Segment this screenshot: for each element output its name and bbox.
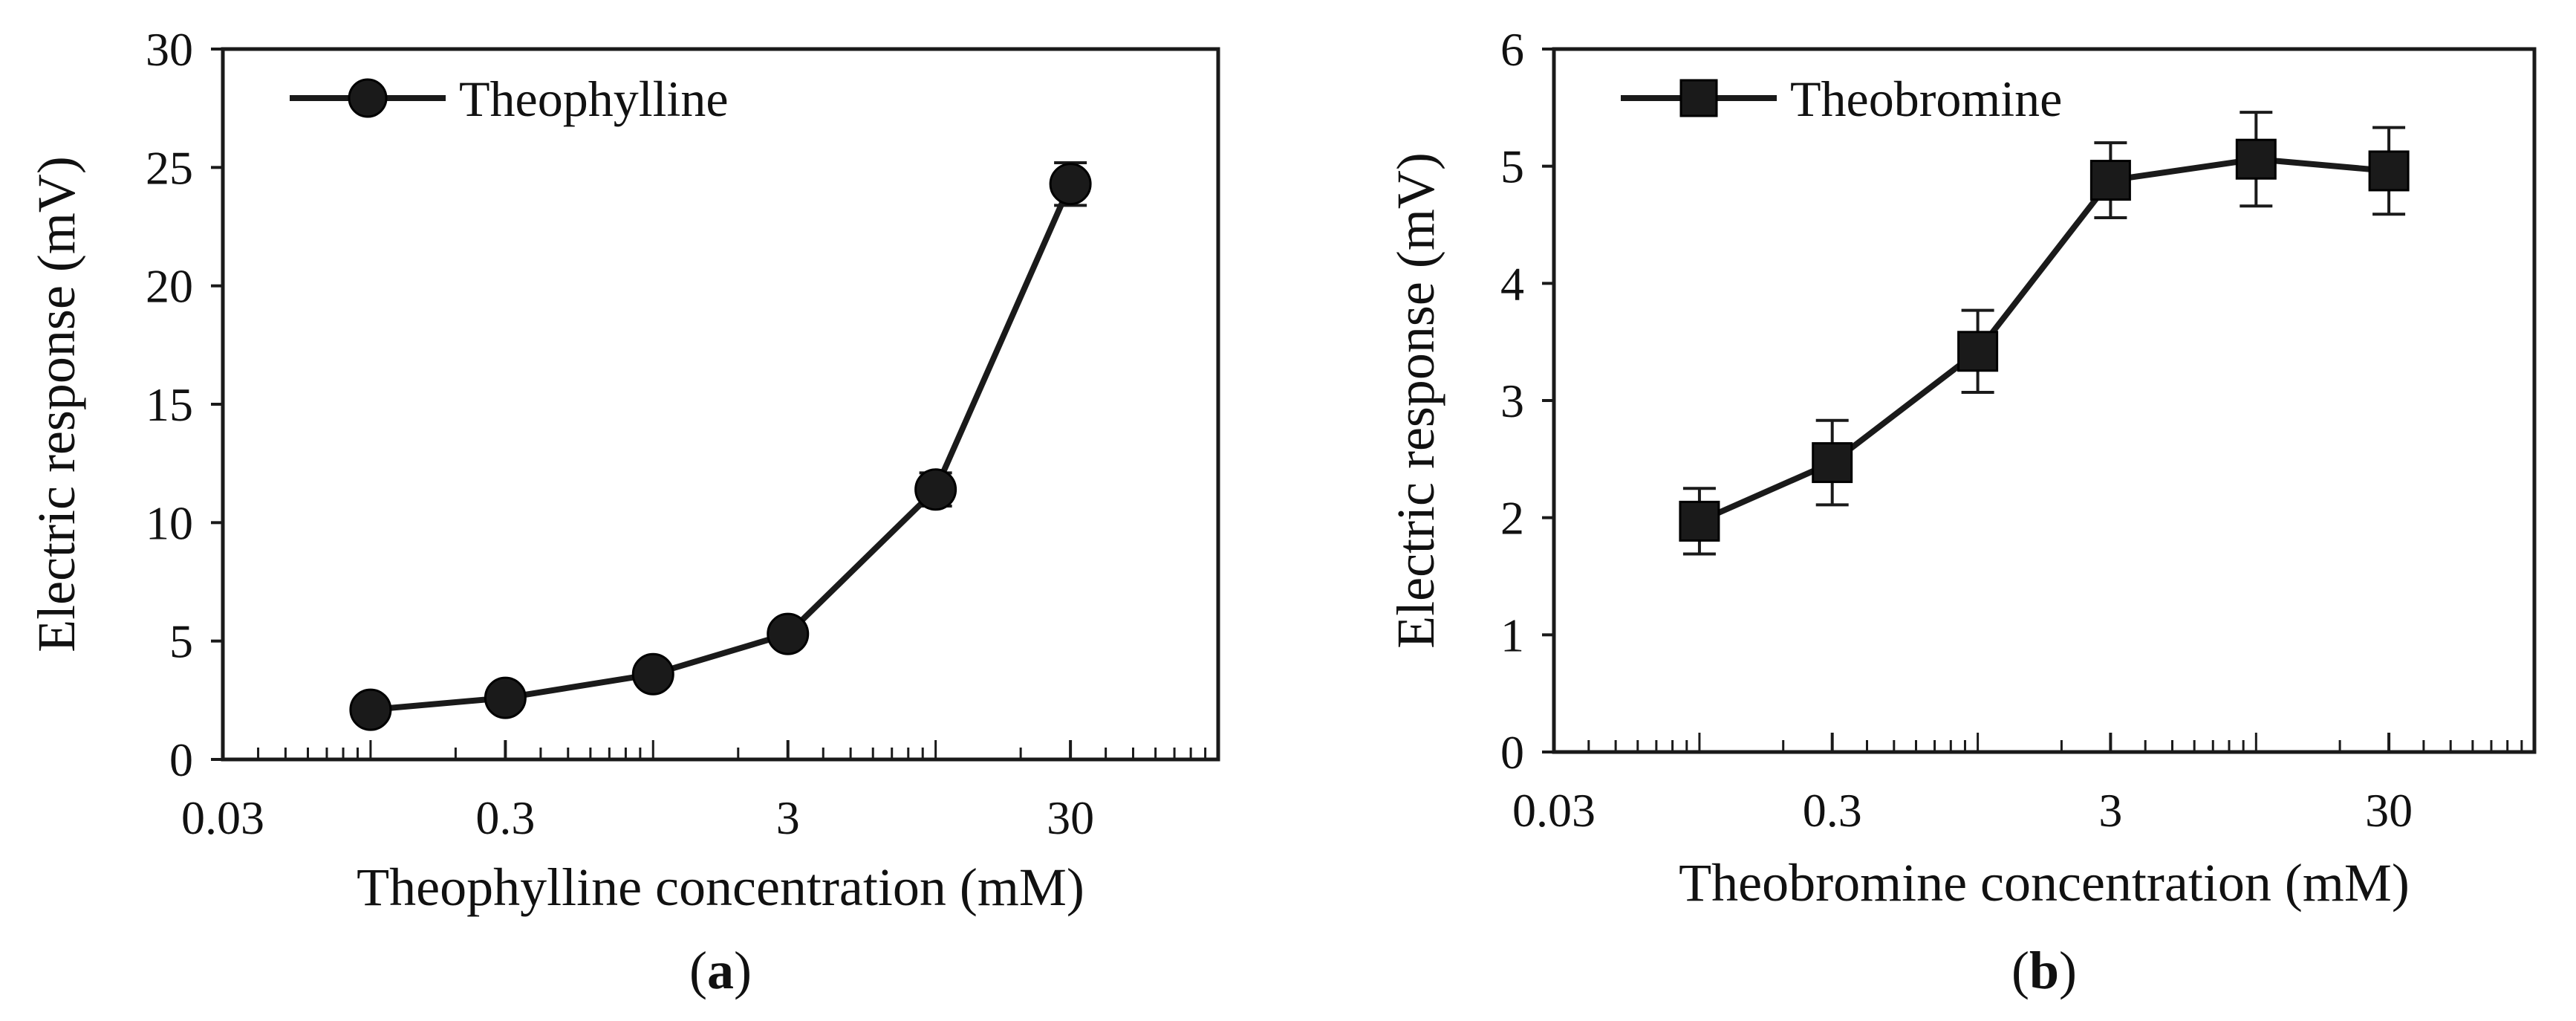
y-tick-label: 30 [146, 23, 193, 76]
x-tick-label: 3 [776, 791, 800, 844]
x-tick-label: 30 [2365, 784, 2413, 837]
data-point [631, 652, 674, 696]
y-tick-label: 4 [1500, 257, 1524, 310]
legend-marker [348, 78, 388, 118]
y-tick-label: 0 [1500, 726, 1524, 779]
y-tick-label: 10 [146, 496, 193, 549]
y-tick-label: 1 [1500, 609, 1524, 661]
x-axis-title: Theobromine concentration (mM) [1679, 853, 2410, 913]
data-point [1049, 163, 1092, 206]
series-line [370, 183, 1073, 713]
panel-label: (b) [2011, 941, 2077, 1000]
data-point [1812, 442, 1853, 484]
y-tick-label: 6 [1500, 23, 1524, 76]
x-axis-title: Theophylline concentration (mM) [357, 858, 1084, 917]
x-tick-label: 3 [2098, 784, 2122, 837]
data-point [349, 688, 392, 731]
legend-label: Theobromine [1790, 71, 2062, 127]
y-tick-label: 3 [1500, 375, 1524, 427]
x-tick-label: 0.3 [475, 791, 535, 844]
panel-label: (a) [689, 941, 752, 1000]
y-tick-label: 5 [1500, 140, 1524, 193]
data-point [914, 468, 957, 511]
data-point [484, 676, 527, 719]
y-tick-label: 15 [146, 378, 193, 431]
data-point [2235, 138, 2277, 180]
legend-label: Theophylline [459, 71, 729, 127]
data-point [2089, 160, 2131, 201]
chart-panel-a: 0 5 10 15 20 25 30 0.03 0.3 3 30 Theophylline conce… [27, 23, 1220, 1000]
x-tick-label: 30 [1047, 791, 1094, 844]
y-tick-label: 0 [169, 733, 193, 786]
data-point [1957, 331, 1999, 372]
data-point [767, 612, 810, 655]
data-point [1679, 500, 1720, 542]
y-tick-label: 2 [1500, 492, 1524, 545]
y-axis-title: Electric response (mV) [27, 156, 86, 652]
legend-marker [1679, 79, 1718, 117]
data-point [2368, 150, 2410, 192]
x-tick-label: 0.03 [181, 791, 264, 844]
x-tick-label: 0.3 [1803, 784, 1862, 837]
x-tick-label: 0.03 [1512, 784, 1596, 837]
y-tick-label: 5 [169, 615, 193, 668]
y-axis-title: Electric response (mV) [1386, 152, 1445, 649]
series-line [1698, 156, 2390, 525]
y-tick-label: 20 [146, 260, 193, 313]
y-tick-label: 25 [146, 141, 193, 194]
chart-panel-b: 0 1 2 3 4 5 6 0.03 0.3 3 30 Theobromine concentrati… [1386, 23, 2537, 1000]
